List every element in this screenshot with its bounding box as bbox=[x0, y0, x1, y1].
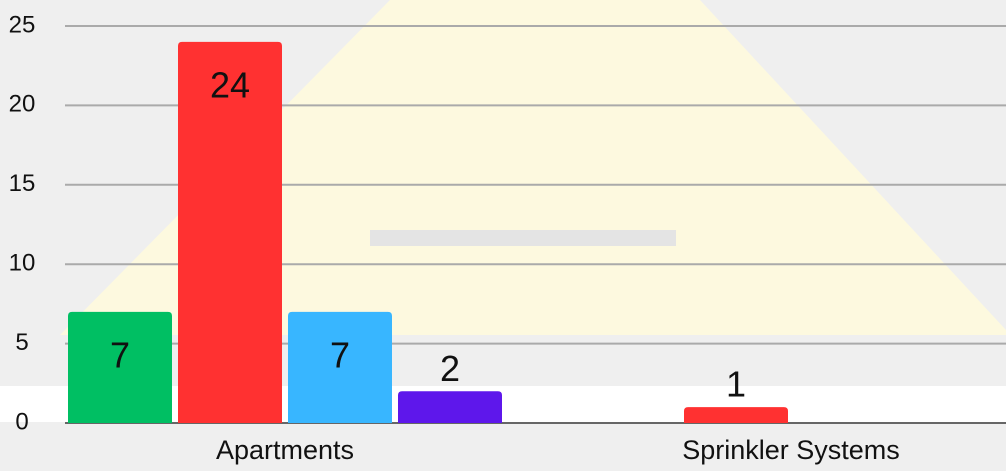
y-tick-label: 10 bbox=[9, 250, 36, 277]
bar bbox=[398, 391, 502, 423]
data-label: 7 bbox=[330, 334, 350, 375]
bar bbox=[288, 311, 392, 423]
bar bbox=[684, 407, 788, 423]
bar bbox=[68, 311, 172, 423]
y-tick-label: 0 bbox=[15, 408, 28, 435]
x-tick-label: Sprinkler Systems bbox=[682, 435, 900, 465]
y-tick-label: 15 bbox=[9, 170, 36, 197]
watermark bbox=[60, 0, 1006, 335]
watermark-bar bbox=[370, 230, 676, 246]
y-tick-label: 5 bbox=[15, 329, 28, 356]
bar bbox=[178, 41, 282, 423]
data-label: 2 bbox=[440, 348, 460, 389]
data-label: 7 bbox=[110, 334, 130, 375]
x-tick-label: Apartments bbox=[216, 435, 354, 465]
data-label: 24 bbox=[210, 64, 250, 105]
y-tick-label: 25 bbox=[9, 11, 36, 38]
data-label: 1 bbox=[726, 364, 746, 405]
y-tick-label: 20 bbox=[9, 91, 36, 118]
